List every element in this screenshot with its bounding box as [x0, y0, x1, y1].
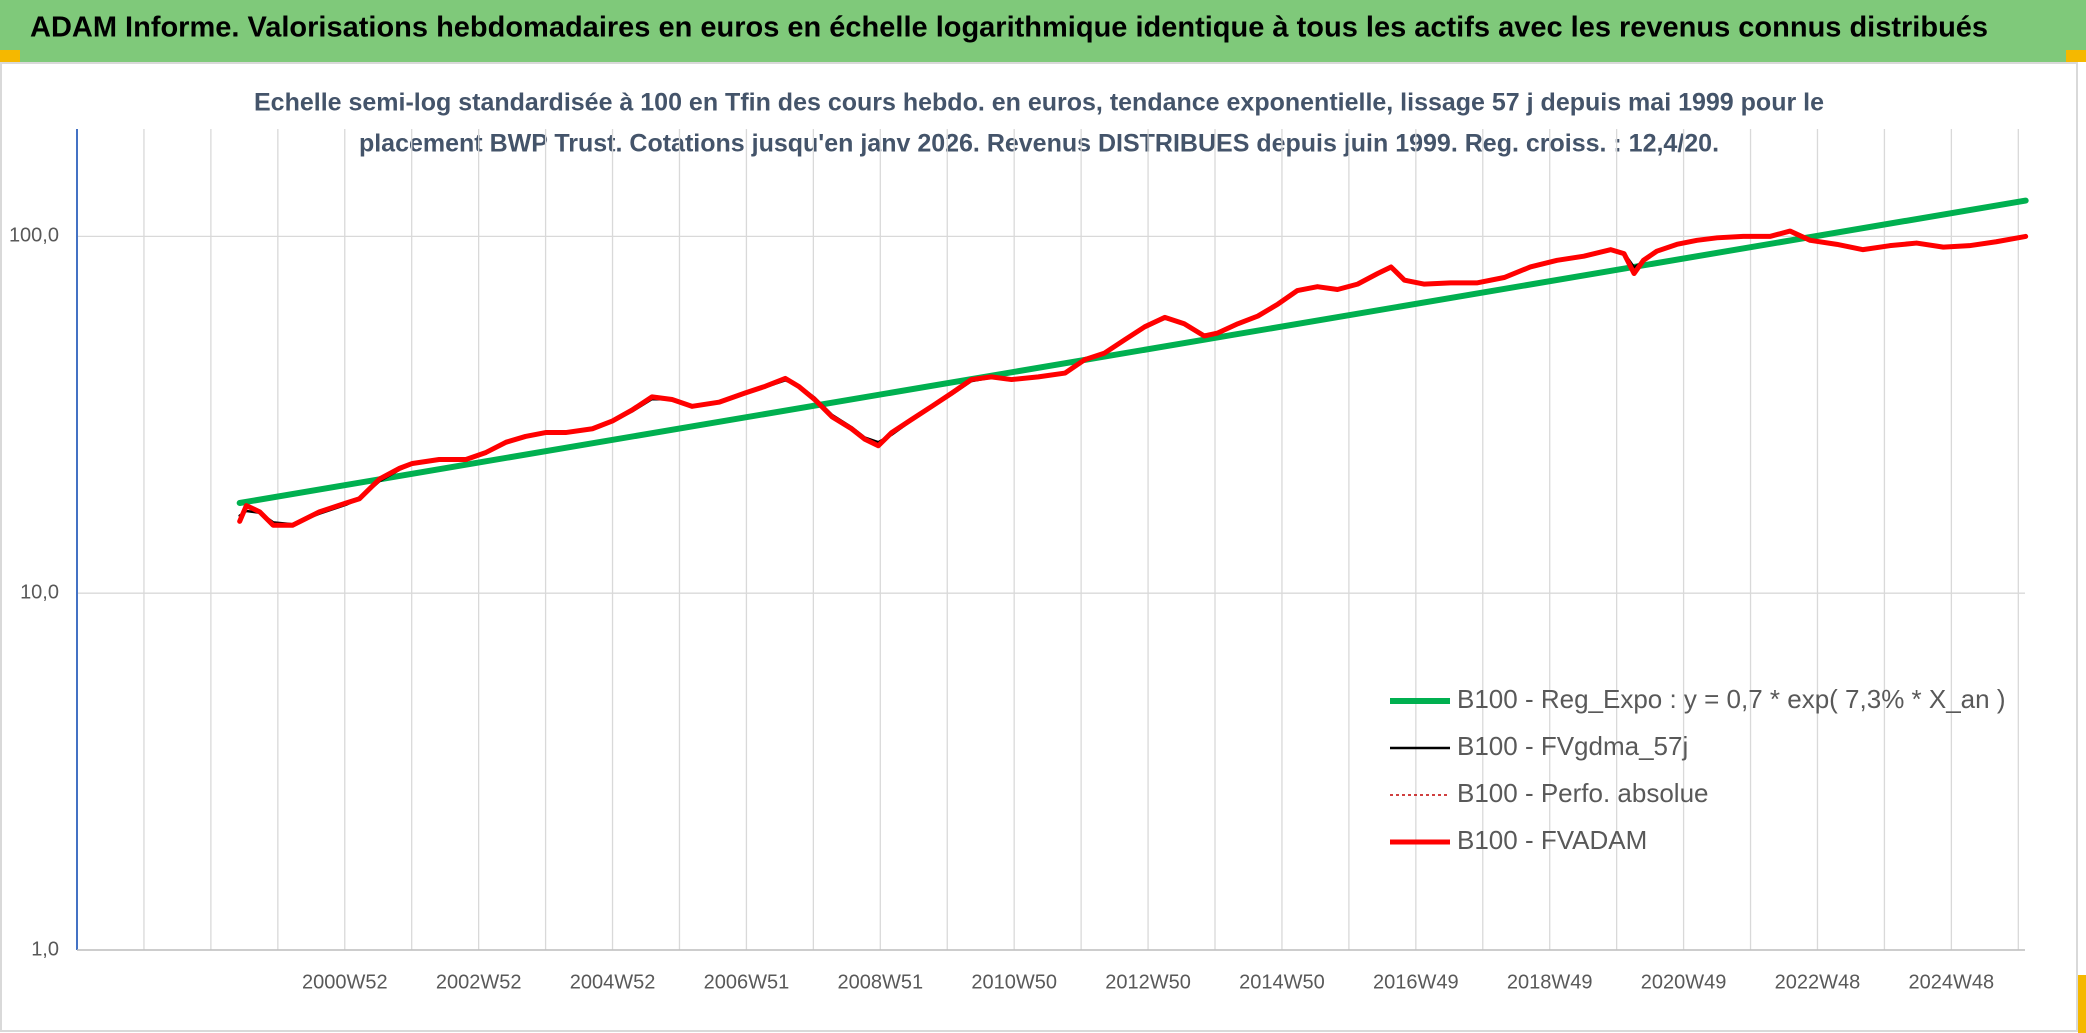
data-line	[236, 197, 2029, 506]
x-tick-label: 2020W49	[1641, 971, 1727, 993]
data-line	[238, 230, 2027, 527]
corner-mark	[2066, 50, 2086, 62]
chart-frame	[0, 62, 2078, 1032]
legend-label: B100 - FVgdma_57j	[1457, 731, 1688, 761]
x-tick-label: 2008W51	[837, 971, 923, 993]
x-tick-label: 2000W52	[302, 971, 388, 993]
legend: B100 - Reg_Expo : y = 0,7 * exp( 7,3% * …	[1390, 684, 2006, 855]
data-line	[238, 230, 2027, 526]
data-line	[237, 228, 2029, 528]
corner-mark	[2078, 975, 2086, 1033]
corner-mark	[0, 50, 20, 62]
chart-title: ADAM Informe. Valorisations hebdomadaire…	[30, 12, 1988, 44]
title-bar	[0, 0, 2086, 62]
x-tick-label: 2022W48	[1775, 971, 1861, 993]
legend-label: B100 - Reg_Expo : y = 0,7 * exp( 7,3% * …	[1457, 684, 2006, 714]
x-tick-label: 2010W50	[971, 971, 1057, 993]
x-tick-label: 2016W49	[1373, 971, 1459, 993]
plot	[236, 197, 2029, 528]
y-tick-label: 10,0	[20, 581, 59, 603]
x-tick-label: 2014W50	[1239, 971, 1325, 993]
x-tick-label: 2012W50	[1105, 971, 1191, 993]
legend-label: B100 - FVADAM	[1457, 825, 1647, 855]
grid: 1,0 10,0 100,0 2000W52 2002W52 2004W52 2006W51…	[9, 129, 2025, 993]
chart-subtitle: placement BWP Trust. Cotations jusqu'en …	[359, 130, 1719, 158]
x-tick-label: 2004W52	[570, 971, 656, 993]
x-tick-label: 2002W52	[436, 971, 522, 993]
chart-subtitle: Echelle semi-log standardisée à 100 en T…	[254, 89, 1824, 117]
x-tick-label: 2006W51	[704, 971, 790, 993]
x-tick-label: 2024W48	[1909, 971, 1995, 993]
x-tick-label: 2018W49	[1507, 971, 1593, 993]
legend-label: B100 - Perfo. absolue	[1457, 778, 1709, 808]
y-tick-label: 100,0	[9, 225, 59, 247]
y-tick-label: 1,0	[31, 938, 59, 960]
